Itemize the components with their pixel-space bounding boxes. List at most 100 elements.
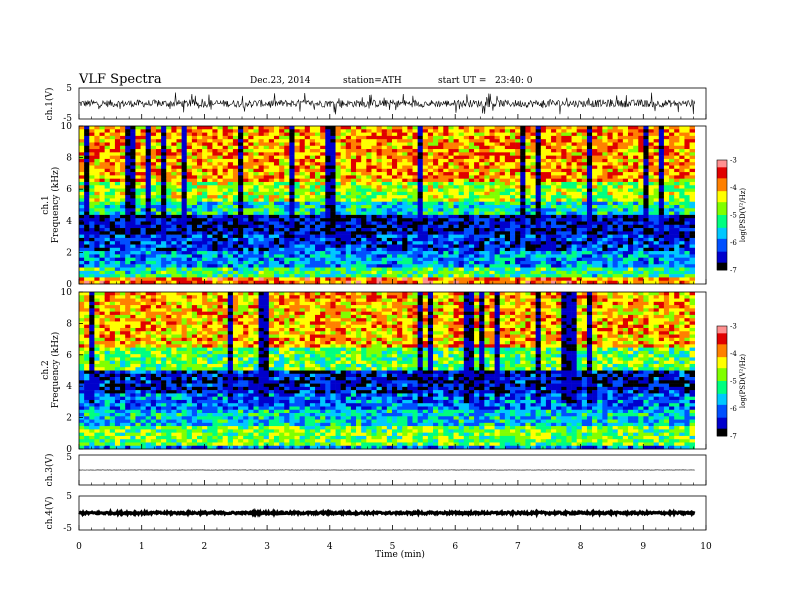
ch1s-cell [181,211,188,216]
ch1s-cell [155,205,162,209]
ch1s-cell [597,155,603,160]
ch1s-cell [243,165,249,170]
ch1s-cell [402,178,408,183]
ch1s-cell [602,254,608,258]
ch1s-cell [197,181,203,186]
ch1s-cell [191,188,198,193]
ch1s-cell [202,205,208,209]
ch1s-cell [335,178,341,183]
ch1s-cell [504,172,511,176]
ch1s-cell [468,185,475,189]
ch1s-cell [243,178,249,183]
ch1s-cell [381,129,388,133]
ch1s-cell [135,274,141,278]
ch1s-cell [155,126,162,130]
ch1s-cell [335,139,341,143]
ch1s-cell [273,149,280,153]
ch1s-cell [212,195,218,199]
ch1s-cell [551,132,557,137]
ch1s-cell [217,162,223,166]
ch1s-cell [407,165,413,170]
ch1s-cell [397,264,403,268]
ch1s-cell [556,129,562,133]
ch1s-cell [561,274,567,278]
ch1s-cell [273,188,280,193]
ch1s-cell [161,211,167,216]
ch1s-cell [366,247,372,252]
ch1s-cell [458,224,465,229]
ch1s-cell [140,126,146,130]
ch1s-cell [535,211,542,216]
ch1s-cell [576,149,583,153]
ch1s-cell [155,264,162,268]
ch1s-cell [222,211,229,216]
ch1s-cell [232,211,239,216]
ch1s-cell [586,185,593,189]
ch1s-cell [489,142,495,147]
ch1s-cell [350,247,357,252]
ch1s-cell [376,267,383,272]
ch1s-cell [417,168,424,173]
ch1s-cell [130,205,136,209]
ch1s-cell [479,139,485,143]
ch1s-cell [474,162,480,166]
ch1s-cell [253,175,259,179]
ch1s-cell [109,175,116,179]
ch1s-cell [494,254,501,258]
ch1s-cell [232,244,239,249]
ch1s-cell [212,149,218,153]
ch1s-cell [581,155,588,160]
ch1s-cell [535,280,542,285]
ch1s-cell [443,267,449,272]
ch1s-cell [520,201,526,206]
ch1s-cell [273,158,280,163]
ch1s-cell [443,152,449,156]
ch1s-cell [212,280,218,285]
ch1s-cell [248,178,254,183]
ch1s-cell [161,274,167,278]
ch1s-cell [386,126,393,130]
ch1s-cell [79,149,85,153]
ch1s-cell [294,178,300,183]
ch1s-cell [315,214,321,219]
ch1s-cell [289,185,295,189]
ch1s-cell [212,224,218,229]
ch1s-cell [222,237,229,242]
ch1s-cell [84,264,90,268]
ch1s-cell [443,142,449,147]
ch1s-cell [197,280,203,285]
ch1s-cell [540,247,547,252]
ch1s-cell [330,247,336,252]
ch1s-cell [330,155,336,160]
ch1s-cell [458,191,465,196]
ch1s-cell [366,244,372,249]
ch1s-cell [227,158,234,163]
ch1s-cell [484,237,490,242]
ch1s-cell [284,185,290,189]
ch1s-cell [279,139,285,143]
ch1s-cell [581,280,588,285]
ch1s-cell [109,241,116,245]
ch1s-cell [350,168,357,173]
ch1s-cell [474,152,480,156]
ch1s-cell [99,224,105,229]
ch1s-cell [345,178,352,183]
ch1s-cell [325,201,331,206]
ch1s-cell [99,237,105,242]
ch1s-cell [238,251,244,255]
ch1s-cell [222,129,229,133]
ch1s-cell [114,251,121,255]
ch1s-cell [510,181,516,186]
ch1s-cell [597,145,603,150]
ch1s-cell [433,195,439,199]
ch1s-cell [238,185,244,189]
ch1s-cell [304,155,311,160]
ch1s-cell [166,152,172,156]
ch1s-cell [381,175,388,179]
ch1s-cell [448,214,454,219]
ch1s-cell [120,280,126,285]
ch1s-cell [561,195,567,199]
ch1s-cell [155,211,162,216]
ch1s-cell [320,280,326,285]
ch1s-cell [109,155,116,160]
